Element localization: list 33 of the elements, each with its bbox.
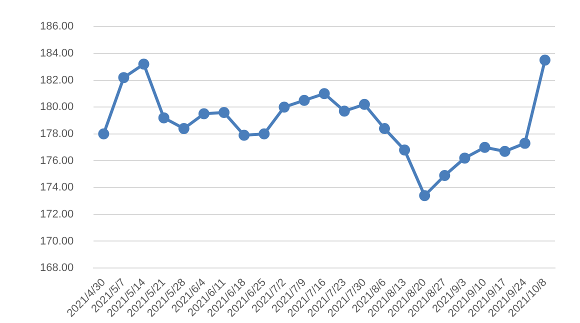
point [298,94,310,106]
point [459,152,470,164]
y-tick-label: 180.00 [40,101,74,114]
point [318,88,330,100]
point [178,123,190,134]
point [399,144,410,156]
point [218,106,230,118]
y-tick-label: 172.00 [40,208,74,220]
point [238,130,250,141]
y-tick-label: 186.00 [40,20,74,33]
point [419,190,430,202]
point [278,102,290,113]
point [258,128,270,140]
point [198,108,210,120]
point [379,123,390,134]
point [118,72,130,84]
point [499,146,510,157]
y-tick-label: 176.00 [40,154,74,167]
y-tick-label: 170.00 [40,235,74,248]
point [479,142,490,153]
point [539,54,550,66]
y-tick-label: 178.00 [40,128,74,140]
y-tick-label: 182.00 [40,74,74,86]
y-tick-label: 174.00 [40,182,74,194]
point [158,112,170,124]
point [338,106,350,117]
y-tick-label: 168.00 [40,262,74,274]
point [98,128,110,140]
y-tick-label: 184.00 [40,47,74,60]
point [358,98,370,110]
point [439,170,450,182]
point [138,58,150,70]
point [519,138,530,149]
